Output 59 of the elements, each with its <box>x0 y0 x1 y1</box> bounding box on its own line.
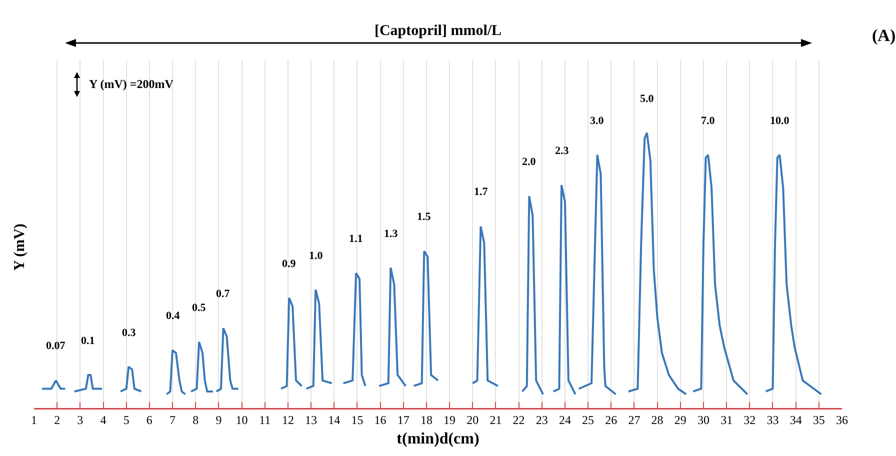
annotation: 1.3 <box>384 228 398 240</box>
x-tick-label: 10 <box>236 412 248 427</box>
x-tick-label: 30 <box>697 412 710 427</box>
x-tick-label: 19 <box>444 412 456 427</box>
x-tick-label: 25 <box>582 412 594 427</box>
x-tick-label: 4 <box>100 412 106 427</box>
x-tick-label: 23 <box>536 412 548 427</box>
annotation: 0.07 <box>46 340 66 352</box>
x-tick-label: 36 <box>836 412 848 427</box>
annotation: 2.3 <box>555 145 570 157</box>
x-tick-label: 27 <box>628 412 640 427</box>
x-tick-label: 9 <box>216 412 222 427</box>
x-tick-label: 8 <box>192 412 199 427</box>
x-tick-label: 29 <box>674 412 686 427</box>
x-tick-label: 18 <box>420 412 432 427</box>
x-tick-label: 14 <box>328 412 340 427</box>
x-tick-label: 16 <box>374 412 386 427</box>
x-tick-label: 32 <box>744 412 756 427</box>
annotation: 0.7 <box>216 288 230 300</box>
x-tick-label: 2 <box>54 412 60 427</box>
x-tick-label: 6 <box>146 412 152 427</box>
annotation: 1.0 <box>309 250 324 262</box>
x-tick-label: 33 <box>766 412 779 427</box>
x-tick-label: 17 <box>397 412 410 427</box>
x-tick-label: 7 <box>170 412 176 427</box>
annotation: 1.1 <box>349 233 363 245</box>
annotation: 10.0 <box>770 115 790 127</box>
x-tick-label: 13 <box>305 412 318 427</box>
x-axis-title: t(min)d(cm) <box>396 430 480 448</box>
annotation: 1.7 <box>474 186 488 198</box>
x-tick-label: 1 <box>31 412 37 427</box>
annotation: 1.5 <box>417 211 432 223</box>
x-tick-label: 26 <box>605 412 618 427</box>
chart-title: [Captopril] mmol/L <box>374 22 502 39</box>
x-tick-label: 11 <box>259 412 271 427</box>
annotation: 0.5 <box>192 302 206 314</box>
x-tick-label: 35 <box>812 412 825 427</box>
x-tick-label: 15 <box>351 412 364 427</box>
x-tick-label: 20 <box>466 412 479 427</box>
x-tick-label: 12 <box>282 412 294 427</box>
annotation: 0.4 <box>166 310 180 322</box>
annotation: 5.0 <box>640 93 654 105</box>
x-tick-label: 24 <box>558 412 571 427</box>
annotation: 0.9 <box>282 258 296 270</box>
annotation: 0.3 <box>122 327 136 339</box>
annotation: 2.0 <box>522 156 536 168</box>
x-tick-label: 28 <box>651 412 664 427</box>
y-axis-title: Y (mV) <box>12 224 28 271</box>
annotation: 0.1 <box>81 335 95 347</box>
text: (A) <box>872 26 896 45</box>
x-tick-label: 31 <box>720 412 733 427</box>
text: Y (mV) =200mV <box>89 77 174 91</box>
annotation: 7.0 <box>701 115 716 127</box>
x-tick-label: 3 <box>77 412 84 427</box>
x-tick-label: 34 <box>790 412 802 427</box>
x-tick-label: 21 <box>490 412 502 427</box>
x-tick-label: 5 <box>123 412 130 427</box>
annotation: 3.0 <box>590 115 604 127</box>
x-tick-label: 22 <box>512 412 525 427</box>
